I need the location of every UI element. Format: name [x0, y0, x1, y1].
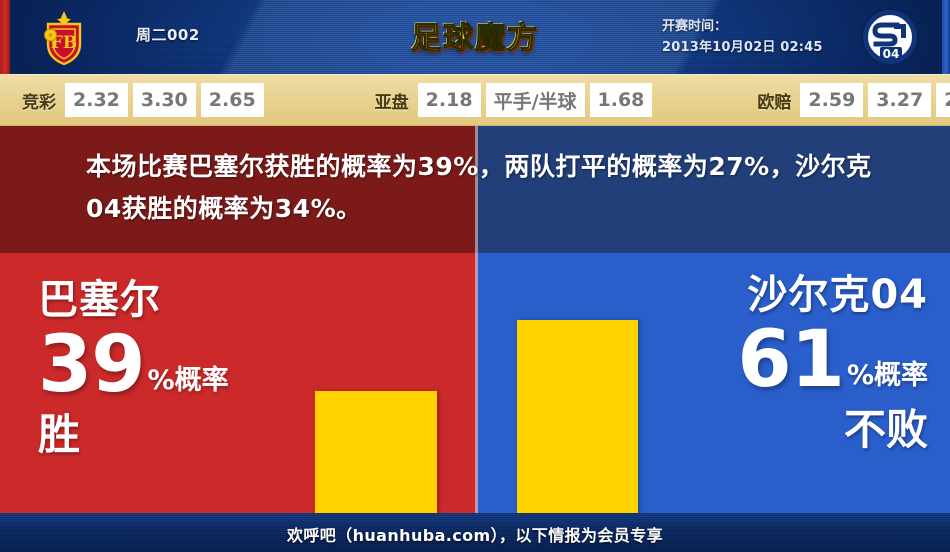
away-team-name: 沙尔克04: [747, 272, 928, 318]
home-percent-suffix: %概率: [147, 365, 229, 396]
away-probability-bar: [517, 320, 638, 513]
odds-label-oupei: 欧赔: [757, 92, 792, 113]
home-summary-band: [0, 126, 477, 253]
probability-panel: 本场比赛巴塞尔获胜的概率为39%，两队打平的概率为27%，沙尔克04获胜的概率为…: [0, 126, 950, 513]
home-team-stats: 巴塞尔 39 %概率 胜: [38, 276, 229, 460]
away-percent-value: 61: [737, 315, 845, 405]
odds-cell-oupei-away[interactable]: 2.65: [936, 83, 950, 117]
panel-divider: [475, 126, 478, 513]
home-percent-row: 39 %概率: [38, 326, 229, 404]
odds-cell-jingcai-away[interactable]: 2.65: [200, 83, 264, 117]
odds-cell-yapan-home[interactable]: 2.18: [417, 83, 481, 117]
footer-bar: 欢呼吧（huanhuba.com），以下情报为会员专享: [0, 513, 950, 552]
header-right-accent-strip: [942, 0, 950, 74]
probability-summary-text: 本场比赛巴塞尔获胜的概率为39%，两队打平的概率为27%，沙尔克04获胜的概率为…: [86, 152, 872, 223]
away-outcome-label: 不败: [843, 405, 928, 454]
odds-group-yapan: 亚盘 2.18 平手/半球 1.68: [375, 75, 658, 125]
svg-text:04: 04: [883, 47, 900, 61]
away-team-badge-icon: 04: [861, 8, 919, 66]
home-probability-bar: [315, 391, 437, 513]
away-percent-row: 61 %概率: [737, 321, 928, 399]
kickoff-time: 开赛时间： 2013年10月02日 02:45: [662, 16, 823, 58]
odds-cell-yapan-away[interactable]: 1.68: [589, 83, 653, 117]
kickoff-value: 2013年10月02日 02:45: [662, 40, 823, 55]
away-team-stats: 沙尔克04 61 %概率 不败: [737, 271, 928, 455]
odds-label-yapan: 亚盘: [374, 92, 409, 113]
match-header: FB 周二002 足球魔方 开赛时间： 2013年10月02日 02:45 04: [0, 0, 950, 74]
header-left-accent-strip: [0, 0, 10, 74]
odds-bar: 竞彩 2.32 3.30 2.65 亚盘 2.18 平手/半球 1.68 欧赔 …: [0, 74, 950, 126]
odds-label-jingcai: 竞彩: [22, 92, 56, 113]
away-summary-band: [477, 126, 950, 253]
odds-cell-jingcai-draw[interactable]: 3.30: [132, 83, 196, 117]
odds-group-jingcai: 竞彩 2.32 3.30 2.65: [22, 75, 269, 125]
svg-text:FB: FB: [51, 33, 77, 53]
home-percent-value: 39: [38, 320, 146, 410]
odds-cell-yapan-handicap[interactable]: 平手/半球: [485, 83, 585, 117]
kickoff-label: 开赛时间：: [662, 19, 728, 34]
odds-cell-oupei-home[interactable]: 2.59: [800, 83, 864, 117]
odds-cell-jingcai-home[interactable]: 2.32: [65, 83, 128, 117]
home-team-name: 巴塞尔: [38, 277, 161, 323]
brand-logo: 足球魔方: [411, 21, 539, 57]
match-round-label: 周二002: [136, 26, 200, 44]
footer-promo-text: 欢呼吧（huanhuba.com），以下情报为会员专享: [286, 526, 664, 545]
odds-group-oupei: 欧赔 2.59 3.27 2.65: [757, 75, 950, 125]
odds-cell-oupei-draw[interactable]: 3.27: [868, 83, 932, 117]
away-percent-suffix: %概率: [846, 360, 928, 391]
home-outcome-label: 胜: [38, 410, 81, 459]
home-team-badge-icon: FB: [44, 11, 82, 66]
